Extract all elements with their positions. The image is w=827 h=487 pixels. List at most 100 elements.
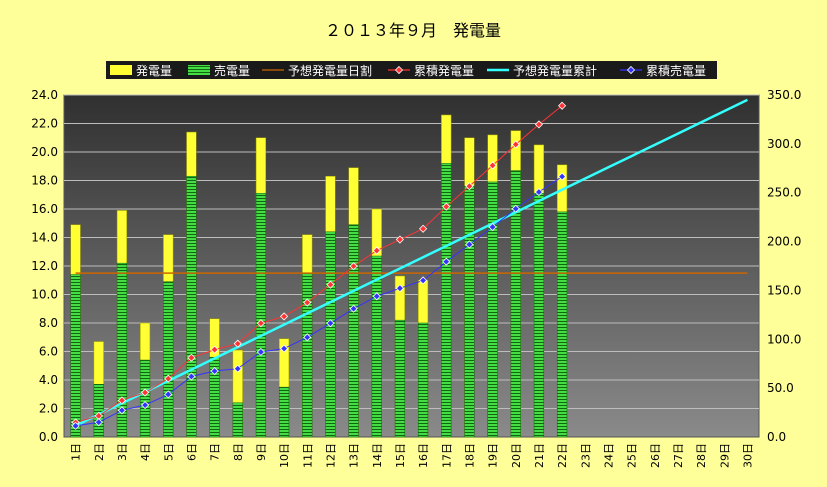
- point-cumulative-generation: [141, 388, 150, 397]
- y-right-tick-label: 100.0: [767, 332, 801, 346]
- bar-sold: [325, 231, 336, 438]
- legend-label: 売電量: [214, 63, 250, 78]
- y-right-tick-label: 0.0: [767, 430, 786, 444]
- point-cumulative-generation: [442, 202, 451, 211]
- y-left-tick-label: 14.0: [31, 231, 58, 245]
- x-tick-label: 24日: [602, 443, 615, 468]
- x-tick-label: 11日: [301, 443, 314, 468]
- x-tick-label: 18日: [463, 443, 476, 468]
- y-right-tick-label: 50.0: [767, 381, 794, 395]
- point-cumulative-sold: [349, 304, 358, 313]
- point-cumulative-sold: [303, 333, 312, 342]
- x-tick-label: 9日: [255, 443, 268, 461]
- x-tick-label: 7日: [209, 443, 222, 461]
- point-cumulative-generation: [210, 345, 219, 354]
- bar-sold: [417, 322, 429, 438]
- y-left-tick-label: 2.0: [39, 402, 58, 416]
- x-tick-label: 28日: [695, 443, 708, 468]
- point-cumulative-sold: [141, 400, 150, 410]
- legend-marker: [626, 65, 636, 75]
- y-left-tick-label: 16.0: [31, 202, 58, 216]
- y-right-tick-label: 350.0: [767, 88, 801, 102]
- y-right-tick-label: 200.0: [767, 235, 801, 249]
- legend-label: 累積売電量: [646, 63, 706, 78]
- point-cumulative-generation: [233, 339, 242, 348]
- x-tick-label: 5日: [162, 443, 175, 461]
- point-cumulative-generation: [303, 298, 312, 307]
- point-cumulative-generation: [534, 120, 543, 129]
- x-tick-label: 12日: [324, 443, 337, 468]
- line-cumulative-generation: [75, 105, 563, 423]
- legend-label: 累積発電量: [414, 63, 474, 78]
- point-cumulative-sold: [488, 222, 497, 232]
- y-right-tick-label: 150.0: [767, 283, 801, 297]
- point-cumulative-sold: [442, 257, 451, 266]
- x-tick-label: 29日: [718, 443, 731, 468]
- y-left-tick-label: 24.0: [31, 88, 58, 102]
- x-tick-label: 20日: [510, 443, 523, 468]
- x-tick-label: 30日: [741, 443, 754, 468]
- point-cumulative-sold: [511, 204, 520, 213]
- chart-title: ２０１３年９月 発電量: [325, 21, 501, 40]
- x-tick-label: 8日: [232, 443, 245, 461]
- line-forecast-cumulative: [75, 98, 748, 427]
- point-cumulative-generation: [488, 161, 497, 170]
- point-cumulative-generation: [511, 140, 520, 149]
- point-cumulative-sold: [187, 372, 196, 381]
- x-tick-label: 19日: [487, 443, 500, 468]
- point-cumulative-generation: [326, 280, 335, 289]
- x-tick-label: 2日: [93, 443, 106, 461]
- bar-sold: [533, 193, 545, 438]
- point-cumulative-sold: [558, 172, 567, 181]
- point-cumulative-generation: [349, 262, 358, 271]
- y-left-tick-label: 10.0: [31, 288, 58, 302]
- point-cumulative-sold: [395, 284, 404, 293]
- x-tick-label: 22日: [556, 443, 569, 468]
- point-cumulative-sold: [372, 292, 381, 301]
- x-tick-label: 6日: [185, 443, 198, 461]
- point-cumulative-generation: [465, 182, 474, 191]
- gridlines: [64, 94, 759, 409]
- y-left-tick-label: 4.0: [39, 373, 58, 387]
- bar-sold: [278, 386, 290, 438]
- point-cumulative-sold: [233, 364, 242, 373]
- point-cumulative-generation: [558, 101, 567, 110]
- bar-sold: [464, 185, 475, 438]
- legend-swatch: [188, 65, 210, 75]
- bar-sold: [139, 359, 151, 438]
- bar-sold: [348, 224, 359, 438]
- x-tick-label: 27日: [672, 443, 685, 468]
- x-tick-label: 16日: [417, 443, 430, 468]
- x-tick-label: 3日: [116, 443, 129, 461]
- bar-sold: [232, 402, 243, 438]
- point-cumulative-generation: [164, 374, 173, 383]
- y-left-tick-label: 22.0: [31, 117, 58, 131]
- y-right-tick-label: 300.0: [767, 137, 801, 151]
- point-cumulative-sold: [164, 390, 173, 399]
- x-tick-label: 15日: [394, 443, 407, 468]
- point-cumulative-sold: [280, 344, 289, 353]
- legend-label: 発電量: [136, 64, 172, 78]
- legend: 発電量 売電量 予想発電量日割 累積発電量 予想発電量累計 累積売電量: [106, 61, 717, 79]
- legend-swatch: [110, 65, 132, 75]
- bar-sold: [163, 281, 174, 438]
- bar-sold: [116, 262, 128, 438]
- bar-sold: [255, 193, 267, 438]
- y-left-tick-label: 8.0: [39, 316, 58, 330]
- bars: [70, 114, 568, 438]
- point-cumulative-generation: [117, 396, 126, 405]
- x-tick-label: 14日: [371, 443, 384, 468]
- line-cumulative-sold: [75, 176, 563, 427]
- x-tick-label: 17日: [440, 443, 453, 468]
- point-cumulative-sold: [534, 187, 543, 197]
- point-cumulative-sold: [71, 421, 80, 430]
- point-cumulative-generation: [419, 224, 428, 233]
- y-right-tick-label: 250.0: [767, 186, 801, 200]
- x-tick-label: 1日: [70, 443, 83, 461]
- point-cumulative-sold: [326, 319, 335, 328]
- point-cumulative-sold: [419, 276, 428, 285]
- bar-sold: [302, 272, 313, 438]
- y-left-tick-label: 0.0: [39, 430, 58, 444]
- point-cumulative-sold: [210, 366, 219, 376]
